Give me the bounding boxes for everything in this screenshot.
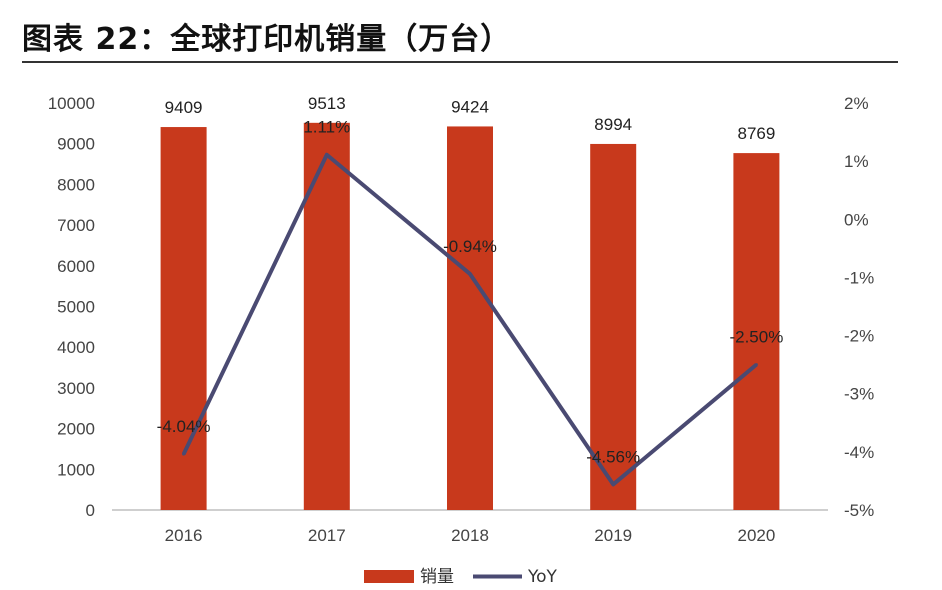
y2-tick-label: 0% [844, 210, 869, 229]
yoy-line [181, 152, 758, 487]
yoy-value-label: -0.94% [443, 237, 497, 256]
x-tick-label: 2018 [451, 526, 489, 545]
yoy-point [468, 272, 472, 276]
title-rule [22, 61, 898, 63]
y2-tick-label: 1% [844, 152, 869, 171]
bar-value-label: 8769 [737, 124, 775, 143]
yoy-point [182, 452, 186, 456]
y2-tick-label: 2% [844, 94, 869, 113]
y2-tick-label: -1% [844, 268, 874, 287]
yoy-point [611, 482, 615, 486]
y-tick-label: 2000 [57, 420, 95, 439]
y-tick-label: 6000 [57, 257, 95, 276]
axes: 0 1000 2000 3000 4000 5000 6000 7000 8000 9000 100… [48, 94, 875, 545]
bars [160, 122, 780, 511]
bar [733, 153, 780, 511]
yoy-value-label: 1.11% [303, 118, 350, 137]
yoy-value-label: -4.56% [586, 447, 640, 466]
yoy-value-label: -2.50% [729, 328, 783, 347]
bar [160, 127, 207, 510]
bar-value-label: 9513 [308, 94, 346, 113]
y-tick-label: 8000 [57, 175, 95, 194]
y2-tick-label: -3% [844, 385, 874, 404]
y2-tick-label: -2% [844, 327, 874, 346]
bar [590, 143, 637, 510]
y2-tick-label: -4% [844, 443, 874, 462]
y-tick-label: 5000 [57, 298, 95, 317]
x-tick-label: 2017 [308, 526, 346, 545]
y-tick-label: 3000 [57, 379, 95, 398]
yoy-point [754, 363, 758, 367]
y-tick-label: 10000 [48, 94, 95, 113]
x-tick-label: 2016 [165, 526, 203, 545]
bar [447, 126, 493, 510]
x-tick-label: 2019 [594, 526, 632, 545]
y-tick-label: 0 [86, 501, 95, 520]
bar-value-label: 8994 [594, 115, 632, 134]
bar-value-label: 9409 [165, 98, 203, 117]
yoy-point [325, 153, 329, 157]
y-tick-label: 7000 [57, 216, 95, 235]
legend-label-bar: 销量 [420, 567, 454, 587]
legend-swatch-bar [364, 570, 414, 583]
legend-label-line: YoY [527, 567, 558, 587]
y-tick-label: 9000 [57, 135, 95, 154]
y-tick-label: 4000 [57, 338, 95, 357]
yoy-value-label: -4.04% [157, 417, 211, 436]
legend: 销量 YoY [364, 567, 558, 587]
bar-value-label: 9424 [451, 97, 489, 116]
chart-title: 图表 22：全球打印机销量（万台） [22, 22, 512, 57]
y2-tick-label: -5% [844, 501, 874, 520]
x-tick-label: 2020 [737, 526, 775, 545]
bar [303, 122, 350, 511]
y-tick-label: 1000 [57, 460, 95, 479]
data-labels: 9409 9513 9424 8994 8769 -4.04% 1.11% -0.94% -4.… [157, 94, 784, 467]
